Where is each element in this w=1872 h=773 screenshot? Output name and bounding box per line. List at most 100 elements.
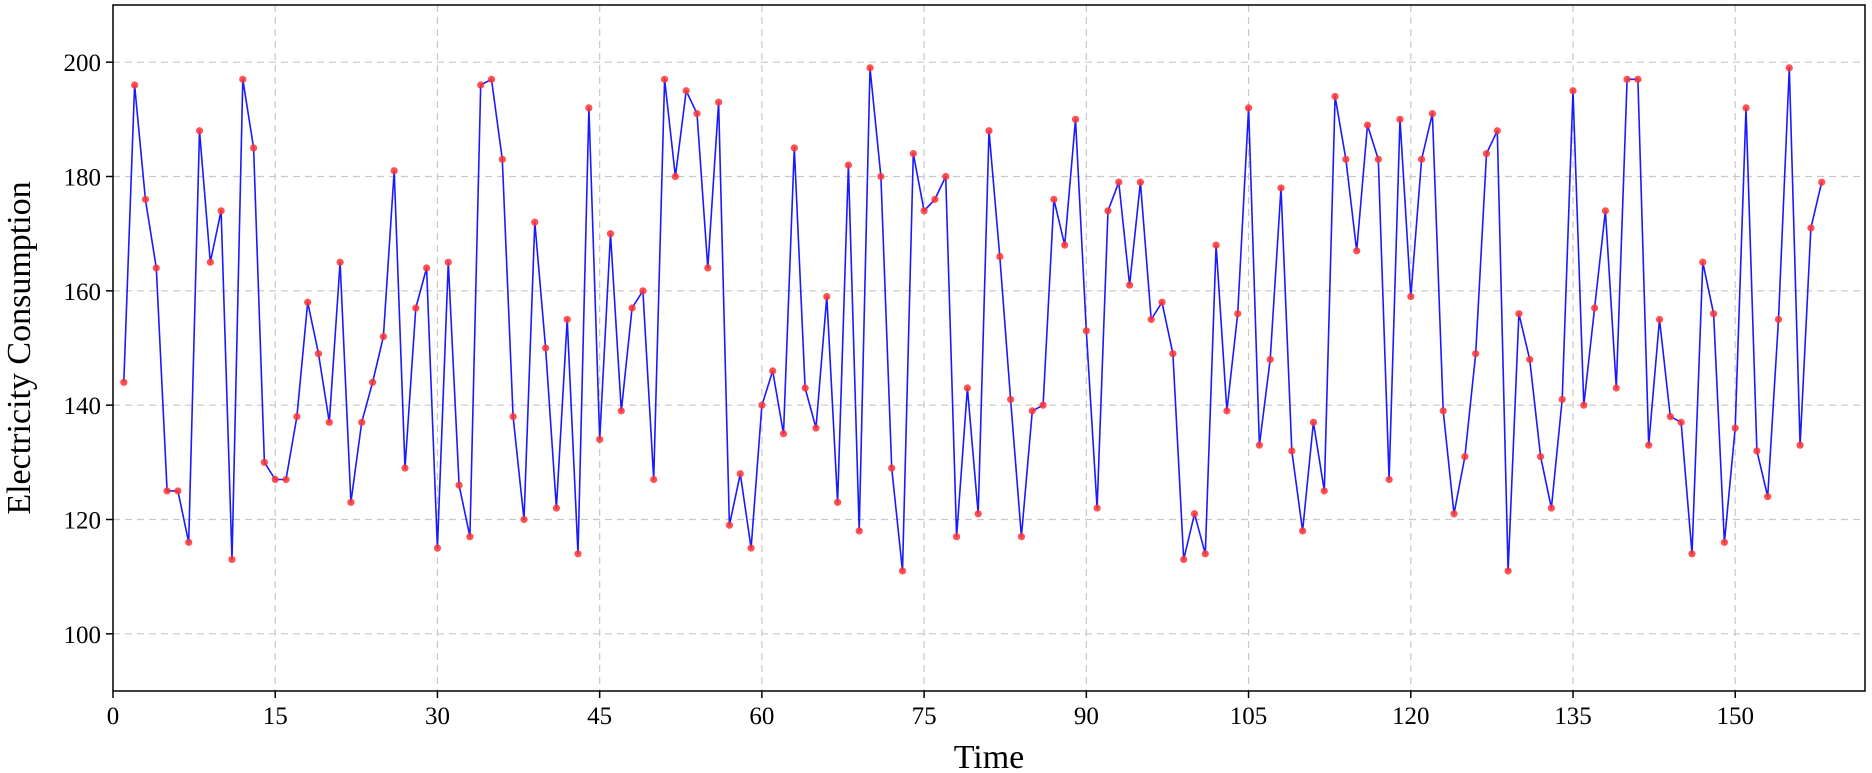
data-point (909, 150, 917, 158)
data-point (736, 470, 744, 478)
data-point (1320, 487, 1328, 495)
plot-frame (112, 4, 1866, 692)
data-point (866, 64, 874, 72)
data-point (1569, 87, 1577, 95)
data-point (1115, 178, 1123, 186)
data-point (639, 287, 647, 295)
data-point (1169, 350, 1177, 358)
data-point (1061, 241, 1069, 249)
grid-lines (112, 5, 1865, 691)
data-point (725, 521, 734, 529)
data-point (1125, 281, 1134, 289)
data-point (920, 207, 928, 215)
data-point (1180, 555, 1188, 564)
data-point (747, 544, 755, 552)
x-tick-label: 75 (912, 703, 937, 730)
data-point (942, 172, 950, 181)
data-point (1450, 510, 1458, 518)
data-point (520, 515, 528, 524)
data-point (185, 538, 193, 546)
data-point (1526, 355, 1534, 364)
data-point (996, 252, 1004, 261)
data-point (1050, 195, 1058, 203)
data-point (617, 407, 625, 415)
data-point (1266, 355, 1274, 364)
data-point (1223, 407, 1231, 415)
data-point (1439, 407, 1447, 415)
data-point (931, 195, 939, 203)
x-tick-label: 150 (1716, 703, 1754, 730)
data-point (1212, 241, 1220, 249)
data-point (801, 384, 809, 392)
data-point (368, 378, 377, 386)
data-point (131, 81, 139, 89)
data-point (704, 264, 712, 272)
data-point (206, 258, 214, 266)
data-point (1417, 155, 1426, 163)
data-point (390, 167, 398, 175)
data-point (1580, 401, 1588, 409)
data-point (1731, 424, 1739, 432)
data-point (1309, 418, 1318, 426)
data-point (1818, 178, 1826, 186)
data-point (1277, 184, 1285, 192)
data-point (477, 81, 485, 89)
data-point (1363, 121, 1372, 129)
data-point (1299, 527, 1307, 535)
data-point (790, 144, 798, 152)
data-point (498, 155, 506, 163)
data-point (1158, 298, 1166, 306)
x-tick-label: 0 (107, 703, 120, 730)
data-point (628, 304, 636, 312)
data-point (412, 304, 420, 312)
data-point (1201, 550, 1209, 558)
data-point (304, 298, 312, 306)
data-point (779, 430, 788, 438)
data-point (1104, 207, 1112, 215)
data-point (888, 464, 896, 472)
data-point (1039, 401, 1047, 409)
y-tick-label: 200 (64, 50, 102, 77)
data-point (1331, 92, 1339, 101)
data-point (844, 161, 853, 169)
data-point (952, 533, 961, 541)
data-point (650, 475, 658, 484)
data-point (1753, 447, 1761, 455)
data-point (1634, 75, 1642, 83)
data-point (660, 75, 669, 83)
data-point (423, 264, 431, 272)
x-tick-label: 105 (1230, 703, 1268, 730)
x-axis-title: Time (954, 739, 1025, 773)
data-point (455, 481, 463, 489)
data-point (1677, 418, 1685, 426)
data-point (1655, 315, 1664, 324)
x-tick-label: 120 (1392, 703, 1430, 730)
data-point (152, 264, 160, 272)
x-tick-label: 15 (263, 703, 288, 730)
data-point (1666, 413, 1674, 421)
data-point (985, 127, 993, 135)
data-point (855, 527, 863, 535)
data-point (1353, 247, 1361, 255)
data-point (1017, 533, 1026, 541)
data-point (541, 344, 550, 352)
data-point (682, 87, 690, 95)
x-tick-label: 90 (1074, 703, 1099, 730)
data-point (358, 418, 366, 426)
data-point (336, 258, 344, 266)
data-point (249, 144, 258, 152)
data-point (574, 550, 582, 558)
data-point (314, 350, 323, 358)
y-tick-label: 120 (64, 508, 102, 535)
data-point (1807, 224, 1815, 232)
data-point (120, 378, 128, 386)
data-point (1785, 64, 1793, 72)
data-point (1591, 304, 1599, 312)
y-tick-label: 100 (64, 622, 102, 649)
data-point (217, 207, 225, 215)
data-point (812, 424, 820, 432)
data-point (282, 475, 290, 484)
data-point (1536, 453, 1545, 461)
data-point (433, 544, 442, 552)
